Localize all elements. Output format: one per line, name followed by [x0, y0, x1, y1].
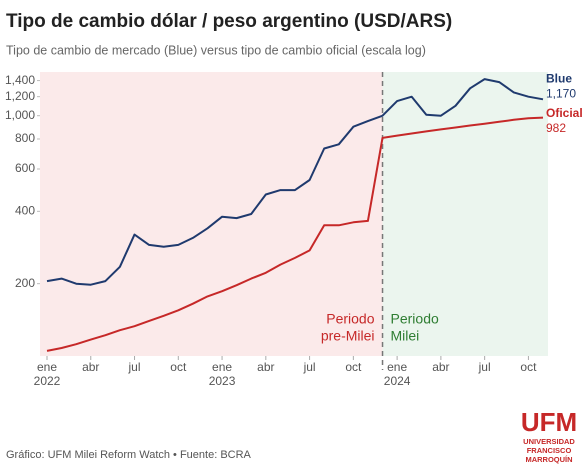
y-tick-label: 200 [15, 276, 35, 290]
annotation: Periodo [391, 311, 439, 327]
x-tick-label: jul [303, 360, 316, 374]
logo: FRANCISCO [527, 446, 572, 455]
chart-title: Tipo de cambio dólar / peso argentino (U… [6, 11, 452, 32]
x-tick-label: abr [82, 360, 99, 374]
y-tick-label: 1,400 [5, 73, 35, 87]
y-tick-label: 400 [15, 203, 35, 217]
data-label: 982 [546, 121, 566, 135]
y-tick-label: 600 [15, 161, 35, 175]
x-year-label: 2024 [384, 374, 411, 388]
data-label: 1,170 [546, 86, 576, 100]
x-tick-label: abr [432, 360, 449, 374]
annotation: pre-Milei [321, 328, 375, 344]
y-tick-label: 1,200 [5, 89, 35, 103]
x-tick-label: ene [387, 360, 407, 374]
legend-label: Blue [546, 71, 572, 85]
x-tick-label: jul [128, 360, 141, 374]
x-tick-label: oct [345, 360, 362, 374]
logo: UFM [521, 407, 577, 437]
series-line [46, 116, 544, 352]
logo: MARROQUÍN [525, 455, 572, 464]
x-tick-label: jul [478, 360, 491, 374]
x-tick-label: ene [212, 360, 232, 374]
annotation: Periodo [326, 311, 374, 327]
legend-label: Oficial [546, 106, 583, 120]
series-line [46, 78, 544, 286]
chart-subtitle: Tipo de cambio de mercado (Blue) versus … [6, 43, 426, 57]
x-tick-label: ene [37, 360, 57, 374]
x-tick-label: abr [257, 360, 274, 374]
x-year-label: 2022 [34, 374, 61, 388]
y-tick-label: 1,000 [5, 108, 35, 122]
period-before [40, 72, 383, 356]
x-tick-label: oct [520, 360, 537, 374]
logo: UNIVERSIDAD [523, 437, 575, 446]
footer: Gráfico: UFM Milei Reform Watch • Fuente… [6, 449, 252, 461]
y-tick-label: 800 [15, 131, 35, 145]
x-tick-label: oct [170, 360, 187, 374]
x-year-label: 2023 [209, 374, 236, 388]
annotation: Milei [391, 328, 420, 344]
